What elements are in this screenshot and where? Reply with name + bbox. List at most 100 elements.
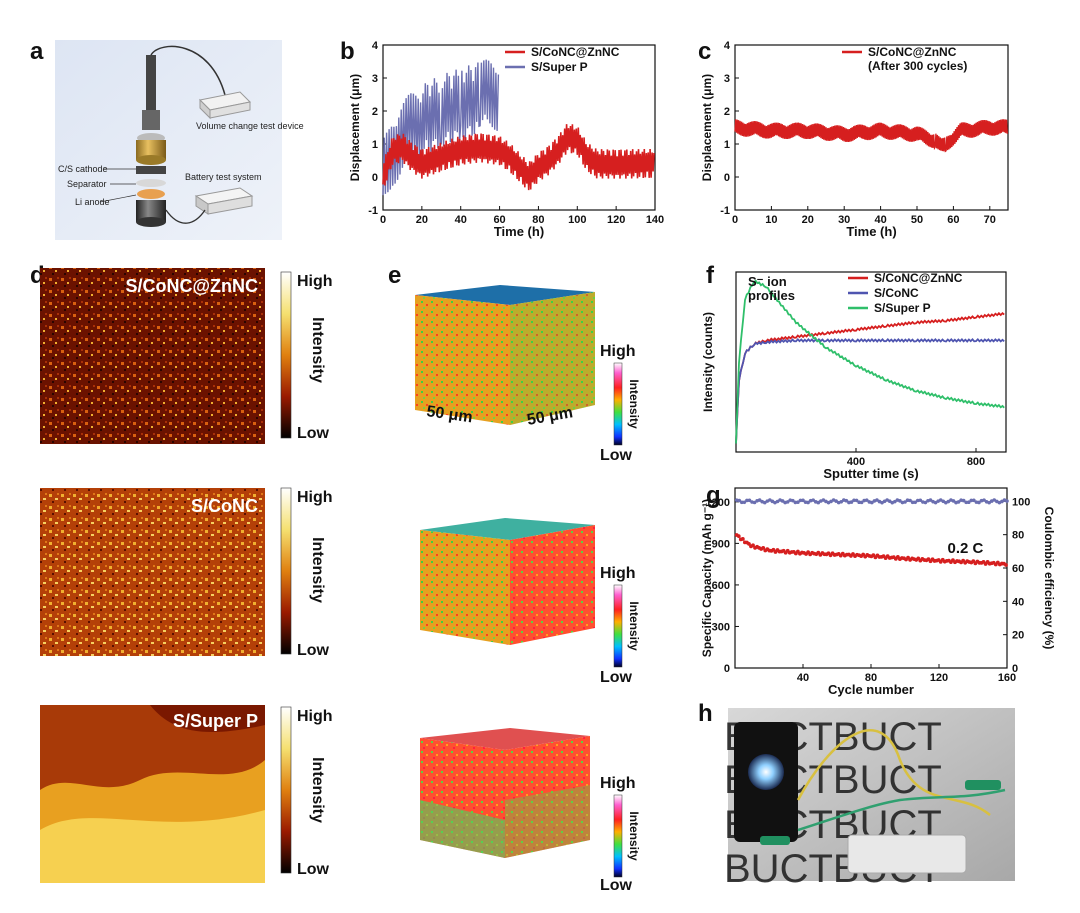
panel-letter-c: c xyxy=(698,38,712,65)
colorbar-e1-low: Low xyxy=(600,447,633,464)
ce-point xyxy=(811,498,815,502)
x-tick-label: 50 xyxy=(911,214,923,226)
x-tick-label: 20 xyxy=(802,214,814,226)
x-tick-label: 100 xyxy=(568,214,586,226)
panel-letter-a: a xyxy=(30,38,44,65)
annotation-line-1: S⁻ ion xyxy=(748,274,787,289)
wire-yellow xyxy=(796,729,991,816)
ce-point xyxy=(785,500,790,504)
panel-letter-e: e xyxy=(388,262,402,289)
series-s-conc xyxy=(735,337,1005,444)
y2-tick-label: 20 xyxy=(1012,630,1024,642)
ce-point xyxy=(742,500,747,505)
colorbar-e2: High Low Intensity xyxy=(600,565,641,686)
panel-a-background xyxy=(55,40,282,240)
ce-point xyxy=(747,498,752,503)
cube-3 xyxy=(420,728,590,858)
map-2-title: S/CoNC xyxy=(191,496,258,516)
battery-tester-icon xyxy=(194,187,254,215)
colorbar-e1-title: Intensity xyxy=(627,379,641,429)
colorbar-e3-high: High xyxy=(600,775,636,792)
series-s-conc-znnc xyxy=(382,124,655,191)
capacity-point xyxy=(751,543,755,548)
plot-frame xyxy=(734,487,1008,669)
panel-letter-f: f xyxy=(706,262,714,289)
legend-label: S/CoNC xyxy=(874,286,919,300)
colorbar-d2-high: High xyxy=(297,489,333,506)
x-tick-label: 40 xyxy=(797,672,809,684)
cube-dim-left: 50 μm xyxy=(425,403,473,426)
plot-frame xyxy=(735,271,1007,453)
x-tick-label: 120 xyxy=(930,672,948,684)
y-tick-label: 2 xyxy=(372,106,378,118)
y-tick-label: 600 xyxy=(712,580,730,592)
x-tick-label: 800 xyxy=(967,456,985,468)
ce-point xyxy=(857,500,861,505)
map-2 xyxy=(40,488,265,656)
x-tick-label: 120 xyxy=(607,214,625,226)
colorbar-d1-low: Low xyxy=(297,425,330,442)
ce-point xyxy=(859,500,864,505)
y-tick-label: 1200 xyxy=(706,497,730,509)
ce-point xyxy=(923,500,928,505)
ce-point xyxy=(972,498,976,503)
y-axis-label: Displacement (μm) xyxy=(700,74,714,181)
y-tick-label: 2 xyxy=(724,106,730,118)
ce-point xyxy=(752,500,757,505)
y-axis-label: Intensity (counts) xyxy=(701,312,715,412)
cathode-cylinder xyxy=(136,140,166,160)
clip-green-2 xyxy=(760,836,790,845)
x-tick-label: 70 xyxy=(984,214,996,226)
x-tick-label: 400 xyxy=(847,456,865,468)
colorbar-e3: High Low Intensity xyxy=(600,775,641,894)
colorbar-e3-low: Low xyxy=(600,877,633,894)
y-tick-label: 1 xyxy=(724,139,730,151)
cube-1 xyxy=(415,285,595,425)
colorbar-e2-low: Low xyxy=(600,669,633,686)
y-axis-label: Specific Capacity (mAh g⁻¹) xyxy=(700,499,714,657)
colorbar-d1-title: Intensity xyxy=(309,317,326,383)
ce-point xyxy=(806,500,810,505)
ce-point xyxy=(844,498,849,503)
ce-point xyxy=(903,500,907,504)
series-s-super-p xyxy=(735,279,1005,444)
y2-tick-label: 0 xyxy=(1012,663,1018,675)
ce-point xyxy=(757,498,762,502)
x-tick-label: 40 xyxy=(455,214,467,226)
capacity-point xyxy=(1004,563,1008,567)
map-3-title: S/Super P xyxy=(173,711,258,731)
series-s-super-p xyxy=(382,59,500,196)
y-tick-label: 1 xyxy=(372,139,378,151)
rate-annotation: 0.2 C xyxy=(948,540,984,557)
base-cylinder xyxy=(136,200,166,222)
panel-letter-h: h xyxy=(698,700,713,727)
legend-label-2: (After 300 cycles) xyxy=(868,59,967,73)
volume-device-icon xyxy=(198,91,252,120)
panel-h-photo: BUCTBUCT BUCTBUCT BUCTBUCT BUCTBUCT xyxy=(724,708,1015,891)
label-battery: Battery test system xyxy=(185,172,262,182)
chart-f: 400 800 Sputter time (s) Intensity (counts)… xyxy=(701,271,1007,481)
ce-point xyxy=(908,498,912,503)
annotation-line-2: profiles xyxy=(748,288,795,303)
panel-e-cubes: 50 μm 50 μm High Low Intensity High Low … xyxy=(415,285,641,894)
ce-point xyxy=(966,500,971,505)
map-1 xyxy=(40,268,265,444)
y-tick-label: 4 xyxy=(372,40,379,52)
map-3 xyxy=(40,705,265,883)
x-tick-label: 80 xyxy=(865,672,877,684)
probe-clamp xyxy=(142,110,160,130)
colorbar-e3-title: Intensity xyxy=(627,811,641,861)
ce-point xyxy=(864,498,869,502)
colorbar-d2-low: Low xyxy=(297,642,330,659)
colorbar-e2-high: High xyxy=(600,565,636,582)
panel-letter-g: g xyxy=(706,482,721,509)
capacity-point xyxy=(761,545,766,550)
ce-point xyxy=(854,498,859,503)
ce-point xyxy=(913,500,917,505)
colorbar-d2: High Low Intensity xyxy=(280,487,333,659)
capacity-point xyxy=(736,534,741,539)
probe-rod xyxy=(146,55,156,125)
x-tick-label: 0 xyxy=(732,214,738,226)
